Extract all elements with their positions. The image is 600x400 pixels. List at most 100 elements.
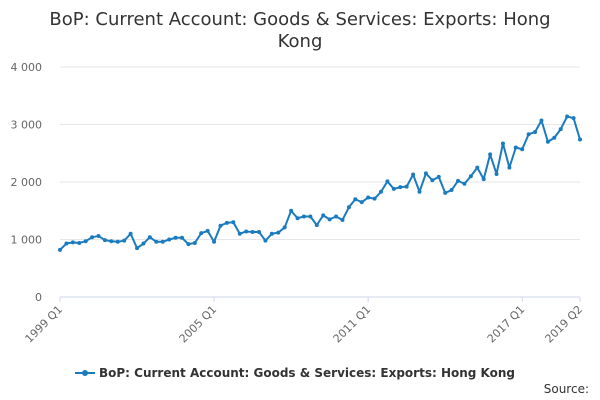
data-point[interactable] [526, 132, 531, 137]
x-tick-label: 2017 Q1 [485, 303, 528, 346]
y-tick-label: 2 000 [11, 176, 43, 189]
data-point[interactable] [282, 225, 287, 230]
data-point[interactable] [359, 200, 364, 205]
data-point[interactable] [456, 178, 461, 183]
data-point[interactable] [321, 213, 326, 218]
data-point[interactable] [58, 247, 62, 252]
data-point[interactable] [468, 174, 473, 179]
data-point[interactable] [90, 235, 95, 240]
data-point[interactable] [167, 237, 172, 242]
data-point[interactable] [475, 165, 480, 170]
data-point[interactable] [494, 171, 499, 176]
data-point[interactable] [192, 240, 197, 245]
data-point[interactable] [481, 177, 486, 182]
data-point[interactable] [231, 220, 236, 225]
y-tick-label: 1 000 [11, 234, 43, 247]
series-line [59, 115, 581, 251]
data-point[interactable] [64, 241, 69, 246]
data-point[interactable] [372, 196, 377, 201]
data-point[interactable] [366, 195, 371, 200]
data-point[interactable] [385, 179, 390, 184]
data-point[interactable] [558, 127, 563, 132]
x-tick-label: 2005 Q1 [177, 303, 220, 346]
x-tick-label: 2019 Q2 [543, 303, 586, 346]
data-point[interactable] [70, 240, 75, 245]
data-point[interactable] [314, 223, 319, 228]
data-point[interactable] [96, 234, 101, 239]
data-point[interactable] [571, 116, 576, 121]
data-point[interactable] [154, 239, 159, 244]
data-point[interactable] [141, 241, 146, 246]
data-point[interactable] [500, 141, 505, 146]
data-point[interactable] [417, 189, 422, 194]
data-point[interactable] [301, 214, 306, 219]
data-point[interactable] [173, 235, 178, 240]
data-point[interactable] [295, 216, 300, 221]
data-point[interactable] [353, 197, 358, 202]
data-point[interactable] [488, 152, 493, 157]
data-point[interactable] [552, 135, 557, 140]
chart-title-line-2: Kong [278, 31, 323, 52]
data-point[interactable] [340, 217, 345, 222]
data-point[interactable] [224, 220, 229, 225]
x-axis: 1999 Q1 2005 Q1 2011 Q1 2017 Q1 2019 Q2 [23, 296, 586, 346]
legend[interactable]: BoP: Current Account: Goods & Services: … [75, 366, 515, 380]
data-point[interactable] [334, 214, 339, 219]
data-point[interactable] [545, 139, 550, 144]
y-tick-label: 4 000 [11, 61, 43, 74]
data-point[interactable] [135, 246, 140, 251]
data-point[interactable] [212, 239, 217, 244]
data-point[interactable] [122, 238, 127, 243]
data-point[interactable] [218, 223, 223, 228]
data-point[interactable] [539, 118, 544, 123]
data-point[interactable] [289, 208, 294, 213]
data-point[interactable] [199, 231, 204, 236]
data-point[interactable] [179, 235, 184, 240]
data-point[interactable] [83, 239, 88, 244]
data-point[interactable] [244, 229, 249, 234]
data-point[interactable] [391, 186, 396, 191]
data-point[interactable] [327, 217, 332, 222]
data-point[interactable] [430, 178, 435, 183]
data-point[interactable] [308, 214, 313, 219]
source-label: Source: [544, 382, 589, 396]
data-point[interactable] [443, 190, 448, 195]
data-point[interactable] [346, 205, 351, 210]
data-point[interactable] [269, 231, 274, 236]
data-point[interactable] [115, 239, 120, 244]
data-point[interactable] [462, 181, 467, 186]
data-point[interactable] [186, 242, 191, 247]
data-point[interactable] [102, 238, 107, 243]
data-point[interactable] [128, 231, 133, 236]
x-tick-label: 2011 Q1 [331, 303, 374, 346]
data-point[interactable] [398, 185, 403, 190]
data-point[interactable] [520, 147, 525, 152]
data-point[interactable] [507, 165, 512, 170]
data-point[interactable] [109, 239, 114, 244]
data-point[interactable] [378, 189, 383, 194]
data-point[interactable] [263, 238, 268, 243]
y-tick-label: 0 [35, 291, 42, 304]
series-group [58, 114, 582, 252]
data-point[interactable] [449, 188, 454, 193]
data-point[interactable] [77, 240, 82, 245]
data-point[interactable] [513, 145, 518, 150]
data-point[interactable] [411, 172, 416, 177]
data-point[interactable] [147, 235, 152, 240]
legend-label[interactable]: BoP: Current Account: Goods & Services: … [99, 366, 515, 380]
y-tick-label: 3 000 [11, 119, 43, 132]
data-point[interactable] [250, 230, 255, 235]
data-point[interactable] [160, 239, 165, 244]
data-point[interactable] [404, 184, 409, 189]
data-point[interactable] [205, 228, 210, 233]
data-point[interactable] [533, 129, 538, 134]
data-point[interactable] [257, 230, 262, 235]
chart-title-line-1: BoP: Current Account: Goods & Services: … [49, 9, 550, 30]
data-point[interactable] [237, 231, 242, 236]
data-point[interactable] [423, 171, 428, 176]
data-point[interactable] [565, 114, 570, 119]
data-point[interactable] [436, 174, 441, 179]
data-point[interactable] [276, 230, 281, 235]
data-point[interactable] [578, 137, 582, 142]
